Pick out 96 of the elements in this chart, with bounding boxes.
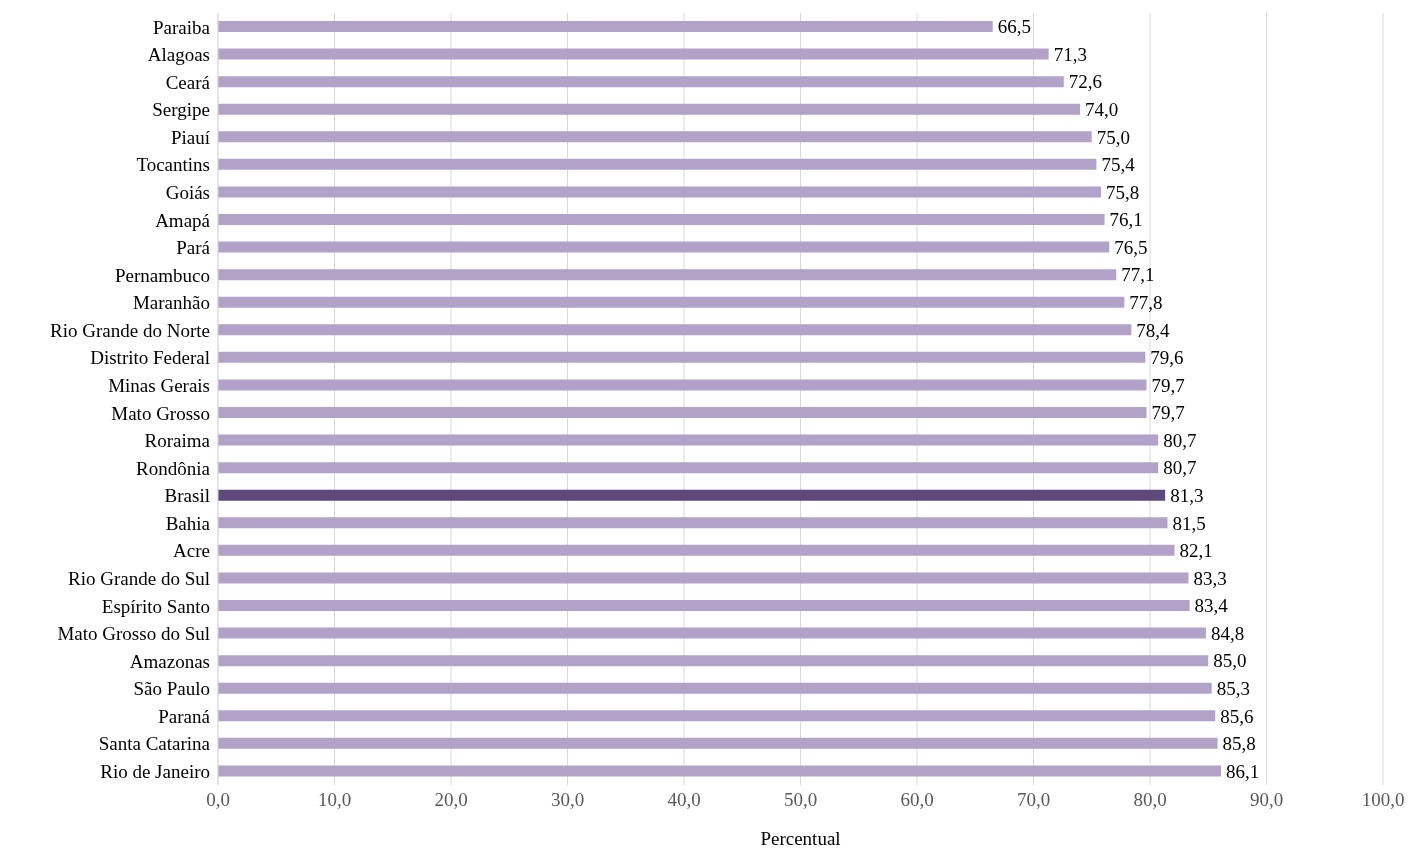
data-label: 82,1: [1179, 540, 1213, 562]
data-label: 79,7: [1151, 374, 1185, 396]
y-tick-label: Mato Grosso: [111, 402, 210, 424]
y-tick-label: Maranhão: [132, 292, 210, 314]
x-tick-label: 40,0: [667, 789, 701, 811]
data-label: 79,6: [1150, 347, 1184, 369]
x-tick-label: 0,0: [206, 789, 230, 811]
x-tick-label: 60,0: [900, 789, 934, 811]
y-tick-label: Alagoas: [147, 44, 210, 66]
bar: [218, 682, 1212, 694]
bar: [218, 296, 1125, 308]
bar: [218, 351, 1146, 363]
bar: [218, 186, 1102, 198]
bar: [218, 737, 1218, 749]
data-label: 72,6: [1068, 71, 1103, 93]
bar: [218, 710, 1216, 722]
bar: [218, 572, 1189, 584]
y-tick-label: Paraná: [158, 705, 211, 727]
y-tick-label: Espírito Santo: [101, 595, 210, 617]
y-tick-label: Paraiba: [153, 16, 211, 38]
data-label: 78,4: [1136, 319, 1171, 341]
data-label: 76,5: [1114, 236, 1148, 258]
bar: [218, 324, 1132, 336]
data-label: 66,5: [997, 16, 1031, 38]
bar: [218, 627, 1206, 639]
x-tick-label: 70,0: [1016, 789, 1051, 811]
data-label: 71,3: [1053, 43, 1087, 65]
data-label: 77,1: [1121, 264, 1155, 286]
y-tick-label: Roraima: [144, 430, 211, 452]
y-tick-label: Piauí: [170, 126, 211, 148]
data-label: 75,4: [1101, 154, 1136, 176]
y-tick-label: São Paulo: [133, 678, 210, 700]
bar: [218, 158, 1097, 170]
y-tick-label: Brasil: [164, 485, 210, 507]
y-tick-label: Pará: [176, 237, 211, 259]
bar: [218, 214, 1105, 225]
bar: [218, 517, 1168, 529]
data-label: 85,3: [1216, 677, 1250, 699]
x-tick-label: 90,0: [1249, 789, 1284, 811]
y-tick-label: Rondônia: [136, 457, 211, 479]
bar: [218, 765, 1222, 777]
data-label: 75,8: [1106, 181, 1140, 203]
data-label: 79,7: [1151, 402, 1185, 424]
data-label: 81,3: [1170, 484, 1204, 506]
bar: [218, 131, 1092, 143]
data-label: 76,1: [1109, 209, 1143, 231]
bar: [218, 544, 1175, 556]
bar: [218, 462, 1159, 474]
y-tick-label: Bahia: [165, 512, 211, 534]
y-tick-label: Tocantins: [136, 154, 210, 176]
x-axis-title: Percentual: [760, 828, 841, 849]
y-tick-label: Santa Catarina: [98, 733, 211, 755]
y-tick-label: Rio Grande do Norte: [50, 319, 210, 341]
x-tick-label: 50,0: [783, 789, 818, 811]
bar: [218, 48, 1049, 60]
bar: [218, 241, 1110, 253]
y-tick-label: Acre: [173, 540, 210, 562]
data-label: 85,6: [1220, 705, 1254, 727]
data-label: 74,0: [1085, 98, 1119, 120]
x-tick-label: 100,0: [1361, 789, 1405, 811]
y-tick-label: Amapá: [155, 209, 211, 231]
data-label: 81,5: [1172, 512, 1206, 534]
bar: [218, 21, 993, 32]
data-label: 75,0: [1096, 126, 1130, 148]
data-label: 83,4: [1194, 595, 1229, 617]
x-tick-label: 10,0: [317, 789, 352, 811]
bar: [218, 379, 1147, 391]
x-tick-label: 20,0: [434, 789, 468, 811]
data-label: 85,0: [1213, 650, 1247, 672]
y-tick-label: Rio Grande do Sul: [68, 567, 210, 589]
y-tick-label: Rio de Janeiro: [100, 760, 210, 782]
y-tick-label: Mato Grosso do Sul: [57, 623, 210, 645]
y-tick-label: Goiás: [165, 181, 210, 203]
data-label: 86,1: [1226, 760, 1260, 782]
bar: [218, 600, 1190, 611]
bar: [218, 655, 1209, 667]
data-label: 77,8: [1129, 291, 1163, 313]
bar: [218, 76, 1064, 88]
x-tick-label: 30,0: [550, 789, 585, 811]
data-label: 80,7: [1163, 457, 1197, 479]
y-tick-label: Ceará: [165, 71, 211, 93]
data-label: 85,8: [1222, 733, 1256, 755]
bar: [218, 269, 1117, 281]
bar: [218, 489, 1166, 501]
y-tick-label: Minas Gerais: [108, 374, 210, 396]
bar: [218, 407, 1147, 418]
y-tick-label: Distrito Federal: [90, 347, 210, 369]
bar: [218, 434, 1159, 446]
y-tick-label: Sergipe: [152, 99, 210, 121]
x-tick-label: 80,0: [1133, 789, 1167, 811]
y-tick-label: Amazonas: [129, 650, 210, 672]
data-label: 83,3: [1193, 567, 1227, 589]
data-label: 84,8: [1210, 622, 1245, 644]
y-tick-label: Pernambuco: [115, 264, 210, 286]
data-label: 80,7: [1163, 429, 1197, 451]
bar: [218, 103, 1081, 115]
